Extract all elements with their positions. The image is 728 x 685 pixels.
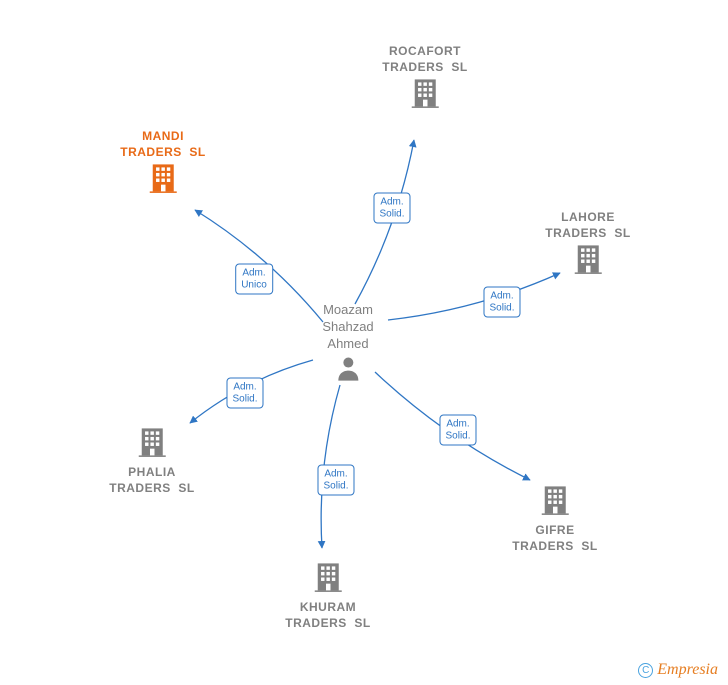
- edge-label: Adm. Solid.: [373, 193, 410, 224]
- watermark: C Empresia: [638, 661, 718, 679]
- edge-label: Adm. Solid.: [226, 378, 263, 409]
- network-diagram: Moazam Shahzad Ahmed MANDI TRADERS SL RO…: [0, 0, 728, 685]
- company-node: MANDI TRADERS SL: [120, 129, 206, 201]
- company-node: LAHORE TRADERS SL: [545, 210, 631, 282]
- company-node-label: PHALIA TRADERS SL: [109, 465, 195, 496]
- company-node: KHURAM TRADERS SL: [285, 559, 371, 631]
- edge-label: Adm. Solid.: [317, 465, 354, 496]
- edge-label: Adm. Solid.: [483, 287, 520, 318]
- edge-label: Adm. Unico: [235, 264, 273, 295]
- edge-label: Adm. Solid.: [439, 415, 476, 446]
- company-node-label: KHURAM TRADERS SL: [285, 600, 371, 631]
- building-icon: [134, 424, 170, 465]
- edge-line: [388, 273, 560, 320]
- center-node-label: Moazam Shahzad Ahmed: [322, 302, 373, 353]
- building-icon: [570, 241, 606, 282]
- company-node: ROCAFORT TRADERS SL: [382, 44, 468, 116]
- watermark-brand: Empresia: [657, 661, 718, 679]
- company-node: GIFRE TRADERS SL: [512, 482, 598, 554]
- company-node: PHALIA TRADERS SL: [109, 424, 195, 496]
- center-node: Moazam Shahzad Ahmed: [322, 302, 373, 388]
- company-node-label: LAHORE TRADERS SL: [545, 210, 631, 241]
- building-icon: [145, 160, 181, 201]
- building-icon: [407, 75, 443, 116]
- company-node-label: MANDI TRADERS SL: [120, 129, 206, 160]
- company-node-label: GIFRE TRADERS SL: [512, 523, 598, 554]
- copyright-symbol: C: [638, 663, 653, 678]
- building-icon: [310, 559, 346, 600]
- person-icon: [333, 353, 363, 388]
- company-node-label: ROCAFORT TRADERS SL: [382, 44, 468, 75]
- building-icon: [537, 482, 573, 523]
